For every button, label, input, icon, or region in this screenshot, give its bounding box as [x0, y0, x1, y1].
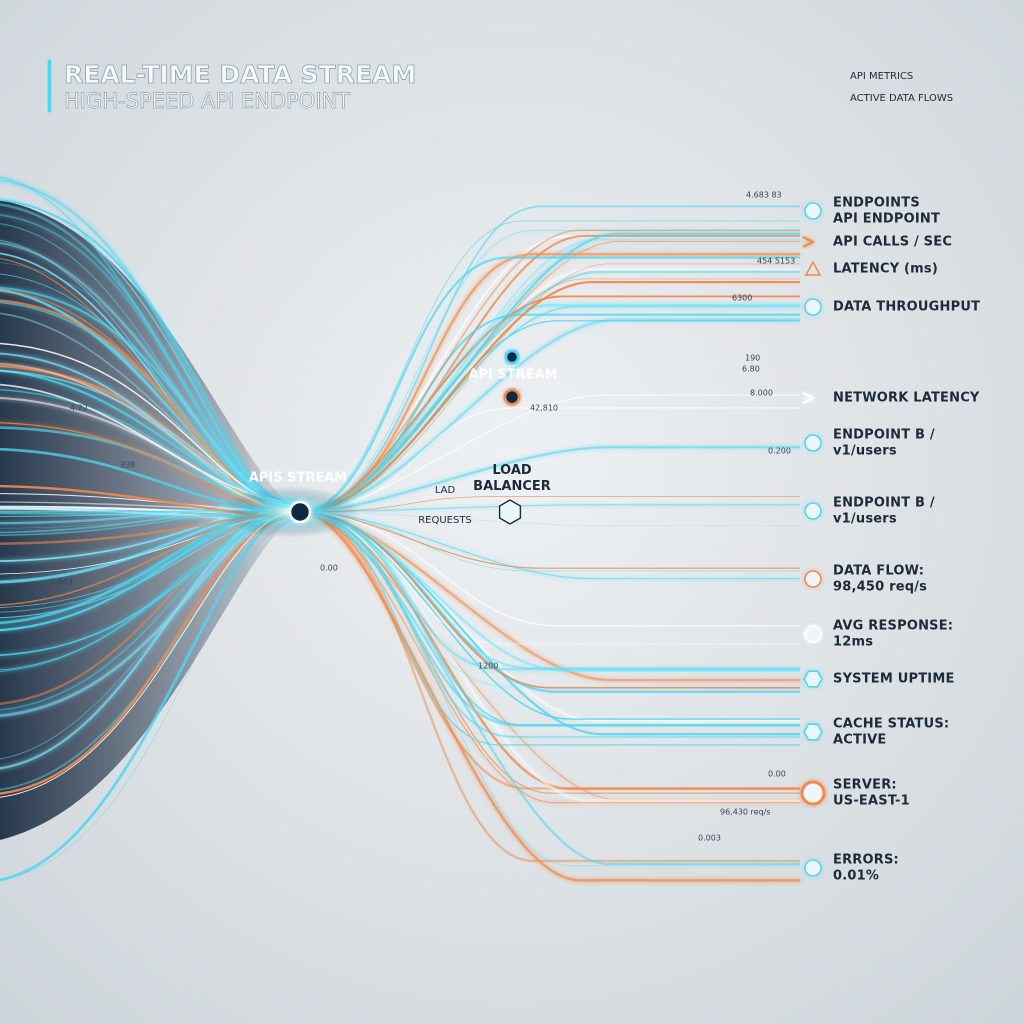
flow-line — [299, 318, 800, 514]
endpoint-label: CACHE STATUS: — [833, 717, 949, 732]
endpoint-label: ENDPOINT B / — [833, 428, 935, 443]
flow-label: 4.683 83 — [746, 191, 782, 200]
hub-label: API STREAM — [468, 368, 557, 383]
flow-label: 4.22 — [70, 404, 88, 413]
flow-label: 0.200 — [768, 447, 791, 456]
flow-line — [299, 280, 800, 514]
flow-line — [299, 510, 800, 727]
flow-label: 96,430 req/s — [720, 808, 771, 817]
endpoint-marker — [804, 298, 822, 316]
hub-node — [504, 349, 520, 365]
endpoint-marker — [804, 434, 822, 452]
title: REAL-TIME DATA STREAM — [64, 60, 416, 89]
flow-label: 6.80 — [742, 365, 760, 374]
endpoint-marker — [804, 502, 822, 520]
flow-line — [299, 238, 800, 514]
flow-line — [299, 511, 800, 688]
flow-label: 8.000 — [750, 389, 773, 398]
flow-label: 0.003 — [698, 834, 721, 843]
endpoint-marker — [804, 625, 822, 643]
endpoint-label: NETWORK LATENCY — [833, 391, 980, 406]
endpoint-marker — [800, 780, 826, 806]
hub-label: APIS STREAM — [249, 471, 347, 486]
flow-label: 0.00 — [768, 770, 786, 779]
flow-line — [299, 511, 800, 572]
flow-line — [299, 511, 800, 580]
endpoint-label: v1/users — [833, 512, 897, 527]
flow-line — [299, 511, 800, 527]
endpoint-marker — [803, 670, 823, 688]
flow-line — [299, 496, 800, 513]
flow-line — [299, 511, 800, 627]
flow-line — [299, 510, 800, 671]
flow-line — [299, 511, 800, 867]
hub-node — [503, 388, 521, 406]
flow-line — [299, 229, 800, 513]
hub-label: LOAD BALANCER — [473, 463, 551, 494]
endpoint-marker — [802, 392, 816, 404]
endpoint-label: ENDPOINTS — [833, 196, 920, 211]
flow-line — [299, 510, 800, 790]
endpoint-label: ENDPOINT B / — [833, 496, 935, 511]
endpoint-marker — [803, 723, 823, 741]
legend-label: API METRICS — [850, 71, 913, 82]
flow-label: 338 — [120, 461, 135, 470]
flow-label: 190 — [745, 354, 760, 363]
endpoint-label: ACTIVE — [833, 733, 886, 748]
endpoint-label: ERRORS: — [833, 853, 899, 868]
endpoint-label: DATA THROUGHPUT — [833, 300, 980, 315]
endpoint-label: SYSTEM UPTIME — [833, 672, 955, 687]
endpoint-label: 98,450 req/s — [833, 580, 927, 595]
flow-line — [299, 510, 800, 682]
flow-line — [299, 504, 800, 513]
flow-line — [299, 511, 800, 746]
flow-line — [299, 510, 800, 738]
flow-label: 42,810 — [530, 404, 558, 413]
flow-line — [299, 256, 800, 514]
endpoint-label: API CALLS / SEC — [833, 235, 952, 250]
flow-line — [299, 232, 800, 513]
flow-line — [299, 270, 800, 514]
flow-line — [299, 511, 801, 569]
endpoint-label: 0.01% — [833, 869, 879, 884]
endpoint-label: DATA FLOW: — [833, 564, 924, 579]
flow-label: 2.043 — [50, 578, 73, 587]
endpoint-label: API ENDPOINT — [833, 212, 940, 227]
hub-label: REQUESTS — [418, 515, 472, 526]
flow-line — [0, 519, 301, 881]
endpoint-label: v1/users — [833, 444, 897, 459]
endpoint-marker — [802, 236, 816, 248]
flow-line — [299, 510, 800, 863]
endpoint-label: AVG RESPONSE: — [833, 619, 953, 634]
subtitle: HIGH-SPEED API ENDPOINT — [64, 89, 350, 113]
endpoint-label: US-EAST-1 — [833, 794, 910, 809]
hub-node — [288, 500, 312, 524]
flow-label: 1200 — [478, 662, 498, 671]
flow-line — [299, 407, 800, 513]
flow-line — [299, 511, 801, 645]
flow-line — [299, 511, 800, 689]
flow-label: 6300 — [732, 294, 752, 303]
flow-line — [299, 220, 800, 513]
endpoint-label: 12ms — [833, 635, 873, 650]
flow-label: 0.00 — [320, 564, 338, 573]
endpoint-label: SERVER: — [833, 778, 897, 793]
endpoint-marker — [804, 260, 822, 276]
flow-line — [299, 263, 800, 513]
endpoint-marker — [804, 202, 822, 220]
flow-line — [299, 205, 800, 513]
hub-label: LAD — [435, 485, 456, 496]
endpoint-marker — [804, 859, 822, 877]
flow-label: 454 5153 — [757, 257, 795, 266]
legend-label: ACTIVE DATA FLOWS — [850, 93, 953, 104]
flow-line — [299, 446, 800, 514]
hub-node — [498, 499, 522, 525]
flow-line — [299, 511, 800, 804]
title-bar — [48, 60, 51, 112]
endpoint-marker — [804, 570, 822, 588]
endpoint-label: LATENCY (ms) — [833, 262, 938, 277]
